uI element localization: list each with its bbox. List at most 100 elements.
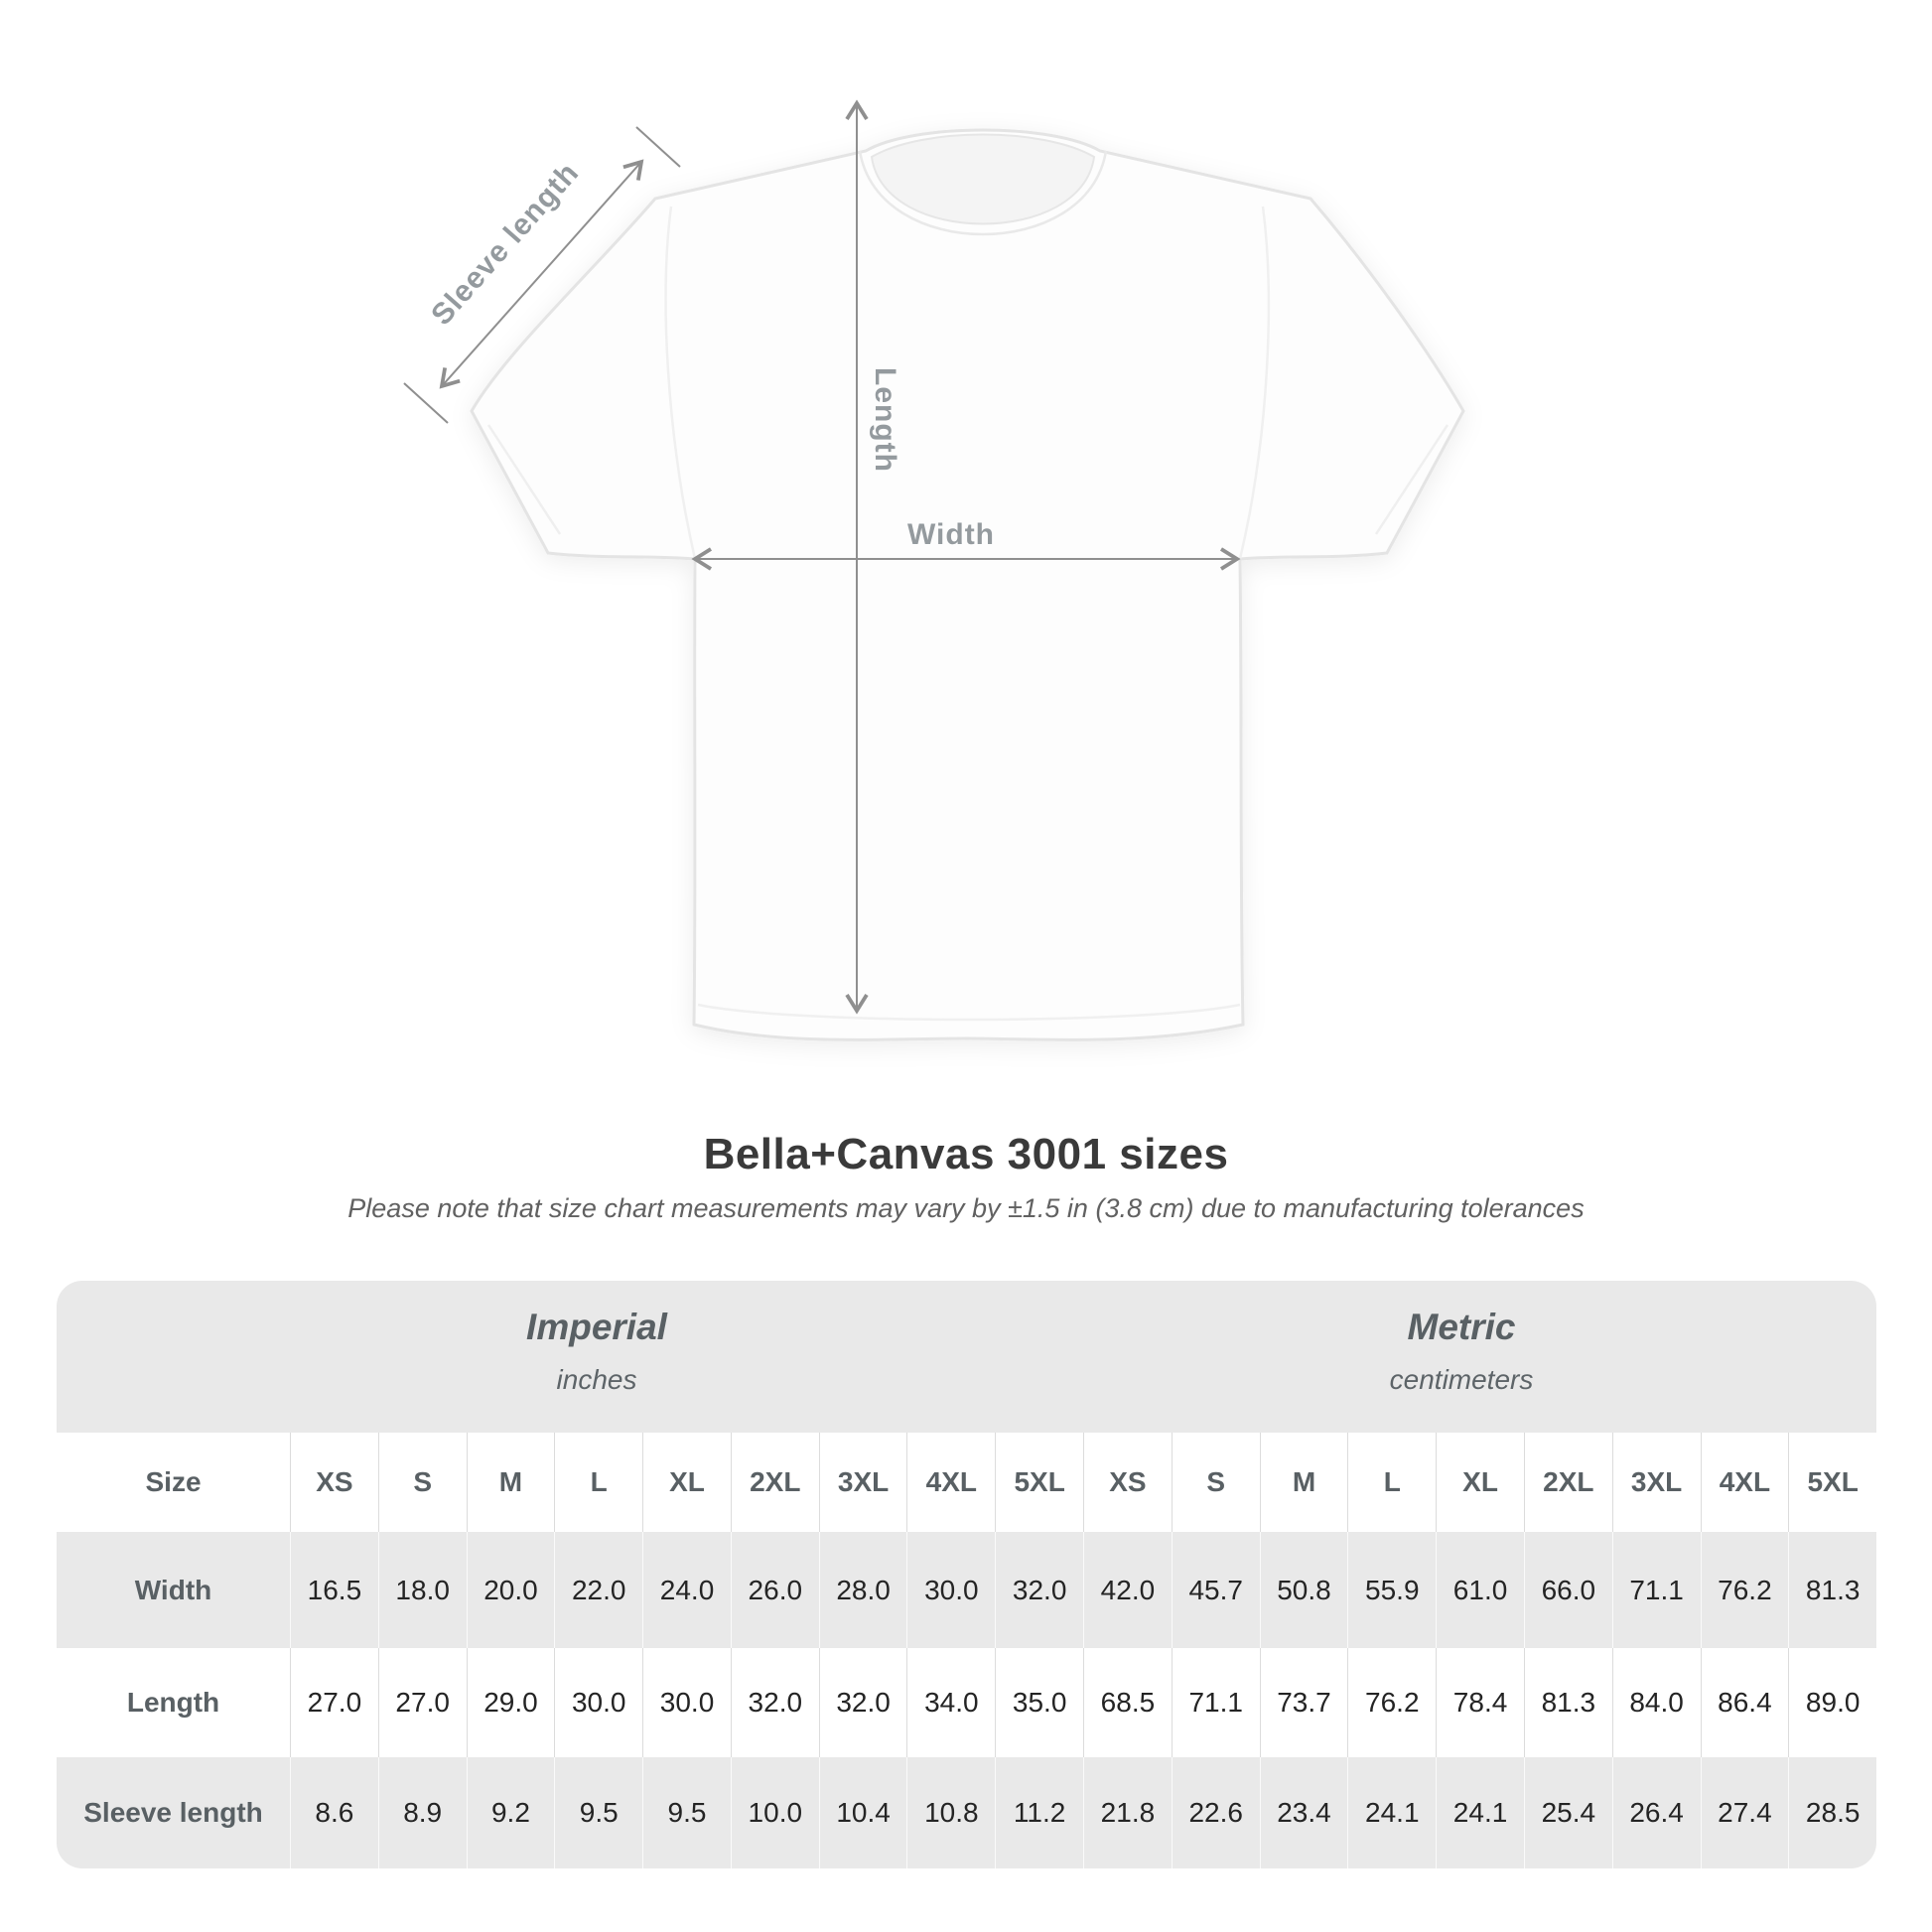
value-cell: 28.5 bbox=[1788, 1757, 1876, 1868]
row-label: Length bbox=[126, 1687, 220, 1718]
value-cell: 45.7 bbox=[1171, 1532, 1260, 1648]
size-header-cell: 3XL bbox=[818, 1433, 907, 1532]
value-cell: 20.0 bbox=[466, 1532, 555, 1648]
size-header-cell: 5XL bbox=[995, 1433, 1083, 1532]
value-cell: 73.7 bbox=[1259, 1648, 1348, 1757]
size-header-cell: 4XL bbox=[906, 1433, 995, 1532]
size-table: Imperial inches Metric centimeters Size … bbox=[57, 1281, 1876, 1868]
value-cell: 35.0 bbox=[995, 1648, 1083, 1757]
value-cell: 9.5 bbox=[554, 1757, 642, 1868]
size-header-cell: 3XL bbox=[1611, 1433, 1701, 1532]
metric-unit-label: centimeters bbox=[1389, 1364, 1534, 1395]
value-cell: 89.0 bbox=[1788, 1648, 1876, 1757]
value-cell: 76.2 bbox=[1347, 1648, 1436, 1757]
size-header-cell: 2XL bbox=[1523, 1433, 1612, 1532]
value-cell: 30.0 bbox=[906, 1532, 995, 1648]
value-cell: 42.0 bbox=[1083, 1532, 1172, 1648]
value-cell: 27.0 bbox=[290, 1648, 378, 1757]
value-cell: 32.0 bbox=[730, 1648, 819, 1757]
value-cell: 22.6 bbox=[1171, 1757, 1260, 1868]
value-cell: 76.2 bbox=[1700, 1532, 1789, 1648]
size-header-cell: M bbox=[1259, 1433, 1348, 1532]
value-cell: 81.3 bbox=[1523, 1648, 1612, 1757]
size-header-cell: XL bbox=[642, 1433, 731, 1532]
value-cell: 27.0 bbox=[377, 1648, 467, 1757]
value-cell: 10.8 bbox=[906, 1757, 995, 1868]
value-cell: 21.8 bbox=[1083, 1757, 1172, 1868]
value-cell: 9.5 bbox=[642, 1757, 731, 1868]
size-header-row: Size XS S M L XL 2XL 3XL 4XL 5XL XS S M … bbox=[57, 1433, 1876, 1532]
size-header-cell: M bbox=[466, 1433, 555, 1532]
value-cell: 84.0 bbox=[1611, 1648, 1701, 1757]
value-cell: 11.2 bbox=[995, 1757, 1083, 1868]
value-cell: 81.3 bbox=[1788, 1532, 1876, 1648]
size-header-cell: L bbox=[1347, 1433, 1436, 1532]
value-cell: 10.4 bbox=[818, 1757, 907, 1868]
value-cell: 50.8 bbox=[1259, 1532, 1348, 1648]
table-row-length: Length 27.0 27.0 29.0 30.0 30.0 32.0 32.… bbox=[57, 1648, 1876, 1757]
size-header-cell: 4XL bbox=[1700, 1433, 1789, 1532]
row-label: Sleeve length bbox=[83, 1797, 263, 1828]
value-cell: 32.0 bbox=[818, 1648, 907, 1757]
value-cell: 16.5 bbox=[290, 1532, 378, 1648]
value-cell: 24.1 bbox=[1347, 1757, 1436, 1868]
size-header-cell: XL bbox=[1436, 1433, 1524, 1532]
imperial-label: Imperial bbox=[526, 1307, 667, 1347]
size-header-cell: S bbox=[377, 1433, 467, 1532]
width-label: Width bbox=[907, 518, 995, 551]
value-cell: 24.1 bbox=[1436, 1757, 1524, 1868]
value-cell: 29.0 bbox=[466, 1648, 555, 1757]
tshirt-image bbox=[470, 128, 1465, 1041]
value-cell: 30.0 bbox=[642, 1648, 731, 1757]
value-cell: 23.4 bbox=[1259, 1757, 1348, 1868]
value-cell: 26.0 bbox=[730, 1532, 819, 1648]
unit-header-imperial: Imperial inches bbox=[526, 1307, 667, 1396]
size-header-cell: XS bbox=[290, 1433, 378, 1532]
value-cell: 30.0 bbox=[554, 1648, 642, 1757]
sleeve-length-arrow bbox=[439, 159, 644, 389]
value-cell: 27.4 bbox=[1700, 1757, 1789, 1868]
value-cell: 86.4 bbox=[1700, 1648, 1789, 1757]
sleeve-end-tick bbox=[635, 126, 681, 168]
unit-header-band: Imperial inches Metric centimeters bbox=[57, 1281, 1876, 1433]
value-cell: 55.9 bbox=[1347, 1532, 1436, 1648]
size-header-cell: L bbox=[554, 1433, 642, 1532]
value-cell: 22.0 bbox=[554, 1532, 642, 1648]
table-row-sleeve-length: Sleeve length 8.6 8.9 9.2 9.5 9.5 10.0 1… bbox=[57, 1757, 1876, 1868]
value-cell: 68.5 bbox=[1083, 1648, 1172, 1757]
value-cell: 8.9 bbox=[377, 1757, 467, 1868]
value-cell: 18.0 bbox=[377, 1532, 467, 1648]
value-cell: 28.0 bbox=[818, 1532, 907, 1648]
value-cell: 32.0 bbox=[995, 1532, 1083, 1648]
value-cell: 66.0 bbox=[1523, 1532, 1612, 1648]
size-header-cell: S bbox=[1171, 1433, 1260, 1532]
value-cell: 25.4 bbox=[1523, 1757, 1612, 1868]
value-cell: 78.4 bbox=[1436, 1648, 1524, 1757]
collar-opening bbox=[870, 133, 1096, 225]
page-subtitle: Please note that size chart measurements… bbox=[347, 1193, 1585, 1223]
table-row-width: Width 16.5 18.0 20.0 22.0 24.0 26.0 28.0… bbox=[57, 1532, 1876, 1648]
unit-header-metric: Metric centimeters bbox=[1390, 1307, 1534, 1396]
value-cell: 71.1 bbox=[1611, 1532, 1701, 1648]
value-cell: 71.1 bbox=[1171, 1648, 1260, 1757]
value-cell: 8.6 bbox=[290, 1757, 378, 1868]
sleeve-end-tick bbox=[403, 382, 449, 424]
value-cell: 9.2 bbox=[466, 1757, 555, 1868]
size-column-header: Size bbox=[145, 1466, 202, 1497]
collar-seam bbox=[858, 150, 1108, 236]
size-header-cell: XS bbox=[1083, 1433, 1172, 1532]
measurement-annotations bbox=[403, 99, 1241, 1015]
imperial-unit-label: inches bbox=[556, 1364, 637, 1395]
value-cell: 26.4 bbox=[1611, 1757, 1701, 1868]
page-title: Bella+Canvas 3001 sizes bbox=[703, 1130, 1229, 1178]
value-cell: 24.0 bbox=[642, 1532, 731, 1648]
value-cell: 10.0 bbox=[730, 1757, 819, 1868]
value-cell: 34.0 bbox=[906, 1648, 995, 1757]
size-header-cell: 5XL bbox=[1788, 1433, 1876, 1532]
tshirt-measurement-diagram: Sleeve length Length Width bbox=[403, 99, 1465, 1041]
metric-label: Metric bbox=[1407, 1307, 1516, 1347]
row-label: Width bbox=[134, 1574, 212, 1605]
size-header-cell: 2XL bbox=[730, 1433, 819, 1532]
length-label: Length bbox=[869, 367, 901, 473]
